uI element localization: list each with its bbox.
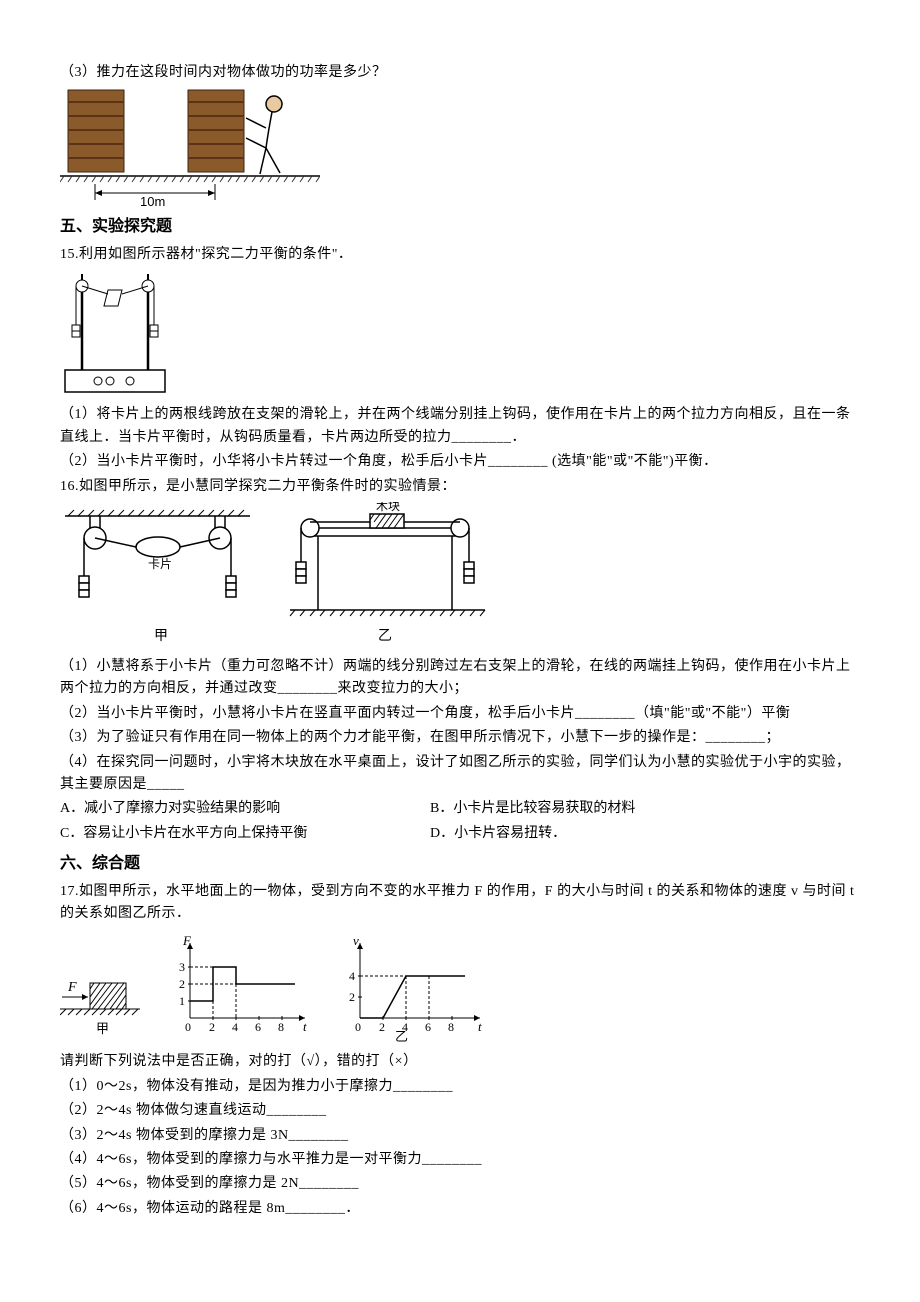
svg-text:t: t [303,1019,307,1034]
q16-choice-a: A．减小了摩擦力对实验结果的影响 [60,798,430,820]
q14-distance-label: 10m [140,194,165,208]
svg-text:8: 8 [278,1020,284,1034]
q15-sub1: （1）将卡片上的两根线跨放在支架的滑轮上，并在两个线端分别挂上钩码，使作用在卡片… [60,404,860,449]
q17-sub4: （4）4～6s，物体受到的摩擦力与水平推力是一对平衡力________ [60,1149,860,1171]
svg-text:1: 1 [179,994,185,1008]
q17-v-chart: v t 2 4 0 2 4 6 8 乙 [335,933,495,1043]
q17-figures: F 甲 F t 1 2 3 0 2 4 6 [60,933,860,1043]
svg-text:4: 4 [349,969,355,983]
q16-choice-c: C．容易让小卡片在水平方向上保持平衡 [60,823,430,845]
q14-figure: 10m [60,88,860,208]
svg-text:3: 3 [179,960,185,974]
svg-text:t: t [478,1019,482,1034]
q16-choice-d: D．小卡片容易扭转． [430,823,566,845]
q17-sub6: （6）4～6s，物体运动的路程是 8m________． [60,1198,860,1220]
q16-yi-label: 乙 [378,628,392,644]
q16-stem: 16.如图甲所示，是小慧同学探究二力平衡条件时的实验情景： [60,476,860,498]
q16-figure: 卡片 甲 [60,502,860,652]
svg-text:4: 4 [232,1020,238,1034]
q17-judge-prompt: 请判断下列说法中是否正确，对的打（√），错的打（×） [60,1051,860,1073]
section5-title: 五、实验探究题 [60,214,860,240]
svg-text:0: 0 [185,1020,191,1034]
q17-sub3: （3）2～4s 物体受到的摩擦力是 3N________ [60,1125,860,1147]
section6-title: 六、综合题 [60,851,860,877]
svg-text:6: 6 [425,1020,431,1034]
q16-mukuai-label: 木块 [376,502,400,513]
q14-sub3: （3）推力在这段时间内对物体做功的功率是多少？ [60,62,860,84]
svg-text:2: 2 [379,1020,385,1034]
q15-figure [60,270,860,400]
q17-jia-label: 甲 [96,1021,109,1036]
svg-text:6: 6 [255,1020,261,1034]
q16-sub3: （3）为了验证只有作用在同一物体上的两个力才能平衡，在图甲所示情况下，小慧下一步… [60,727,860,749]
q16-jia-label: 甲 [154,629,168,644]
svg-text:F: F [182,933,192,948]
q16-jia-card-label: 卡片 [148,557,172,571]
q17-sub5: （5）4～6s，物体受到的摩擦力是 2N________ [60,1173,860,1195]
q16-sub1: （1）小慧将系于小卡片（重力可忽略不计）两端的线分别跨过左右支架上的滑轮，在线的… [60,656,860,701]
svg-text:2: 2 [349,990,355,1004]
svg-text:0: 0 [355,1020,361,1034]
q16-sub4: （4）在探究同一问题时，小宇将木块放在水平桌面上，设计了如图乙所示的实验，同学们… [60,752,860,797]
svg-text:2: 2 [209,1020,215,1034]
svg-text:v: v [353,933,359,948]
q16-sub2: （2）当小卡片平衡时，小慧将小卡片在竖直平面内转过一个角度，松手后小卡片____… [60,703,860,725]
q16-choice-b: B．小卡片是比较容易获取的材料 [430,798,635,820]
svg-text:F: F [67,980,77,995]
q17-stem: 17.如图甲所示，水平地面上的一物体，受到方向不变的水平推力 F 的作用，F 的… [60,881,860,926]
q17-sub2: （2）2～4s 物体做匀速直线运动________ [60,1100,860,1122]
q17-sub1: （1）0～2s，物体没有推动，是因为推力小于摩擦力________ [60,1076,860,1098]
svg-text:8: 8 [448,1020,454,1034]
q17-f-chart: F t 1 2 3 0 2 4 6 8 [165,933,315,1043]
q15-stem: 15.利用如图所示器材"探究二力平衡的条件"． [60,244,860,266]
q17-yi-label: 乙 [395,1029,408,1043]
q15-sub2: （2）当小卡片平衡时，小华将小卡片转过一个角度，松手后小卡片________ (… [60,451,860,473]
svg-text:2: 2 [179,977,185,991]
